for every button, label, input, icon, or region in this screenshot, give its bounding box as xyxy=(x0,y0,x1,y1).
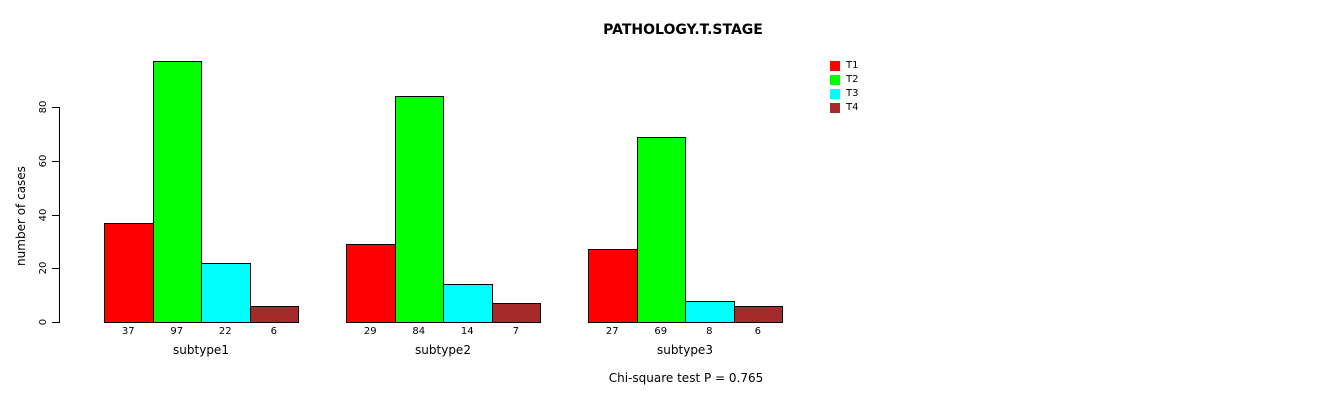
bar-T4-subtype3 xyxy=(733,305,783,323)
bar-value-label: 6 xyxy=(754,326,761,337)
bar-T1-subtype1 xyxy=(104,222,154,323)
y-axis-label: number of cases xyxy=(14,166,28,266)
legend-swatch-T4 xyxy=(830,103,840,113)
x-category-label: subtype3 xyxy=(657,343,713,357)
bar-value-label: 69 xyxy=(654,326,668,337)
x-category-label: subtype2 xyxy=(415,343,471,357)
bar-value-label: 84 xyxy=(412,326,426,337)
legend: T1 T2 T3 T4 xyxy=(830,59,858,115)
bar-T1-subtype3 xyxy=(588,249,638,323)
bar-T2-subtype1 xyxy=(152,61,202,323)
x-category-label: subtype1 xyxy=(173,343,229,357)
bar-T4-subtype1 xyxy=(249,305,299,323)
y-tick xyxy=(52,107,59,108)
y-tick-label: 40 xyxy=(38,208,49,221)
legend-row-T4: T4 xyxy=(830,101,858,115)
chart-title: PATHOLOGY.T.STAGE xyxy=(603,22,763,38)
y-tick xyxy=(52,214,59,216)
legend-row-T1: T1 xyxy=(830,59,858,73)
legend-label: T3 xyxy=(846,88,859,99)
bar-value-label: 27 xyxy=(605,326,619,337)
y-tick-label: 80 xyxy=(38,100,49,114)
legend-swatch-T1 xyxy=(830,61,840,71)
bar-T2-subtype3 xyxy=(636,136,686,323)
legend-label: T2 xyxy=(846,74,859,85)
legend-row-T2: T2 xyxy=(830,73,858,87)
bar-value-label: 7 xyxy=(512,326,519,337)
legend-label: T1 xyxy=(846,60,859,71)
bar-T3-subtype3 xyxy=(685,300,735,323)
y-axis-line xyxy=(59,107,60,323)
legend-label: T4 xyxy=(846,102,859,113)
bar-T1-subtype2 xyxy=(346,244,396,323)
bar-value-label: 8 xyxy=(706,326,713,337)
y-tick xyxy=(52,160,59,162)
y-tick xyxy=(52,322,59,323)
bar-T2-subtype2 xyxy=(394,96,444,323)
bar-value-label: 37 xyxy=(121,326,135,337)
bar-T3-subtype1 xyxy=(201,262,251,323)
bar-value-label: 14 xyxy=(460,326,474,337)
legend-swatch-T2 xyxy=(830,75,840,85)
bar-value-label: 97 xyxy=(170,326,184,337)
bar-value-label: 6 xyxy=(270,326,277,337)
bar-T4-subtype2 xyxy=(491,303,541,323)
legend-row-T3: T3 xyxy=(830,87,858,101)
legend-swatch-T3 xyxy=(830,89,840,99)
y-tick-label: 20 xyxy=(38,261,49,275)
chi-square-annotation: Chi-square test P = 0.765 xyxy=(608,371,764,385)
y-tick-label: 60 xyxy=(38,154,49,168)
y-tick xyxy=(52,268,59,270)
bar-value-label: 29 xyxy=(363,326,377,337)
y-tick-label: 0 xyxy=(38,318,49,326)
bar-T3-subtype2 xyxy=(443,284,493,323)
bar-value-label: 22 xyxy=(218,326,232,337)
